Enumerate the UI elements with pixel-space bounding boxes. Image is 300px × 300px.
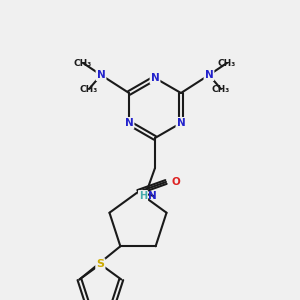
Text: N: N — [97, 70, 105, 80]
Text: S: S — [96, 259, 104, 269]
Text: N: N — [205, 70, 213, 80]
Text: CH₃: CH₃ — [218, 58, 236, 68]
Text: CH₃: CH₃ — [80, 85, 98, 94]
Text: CH₃: CH₃ — [212, 85, 230, 94]
Text: O: O — [172, 177, 180, 187]
Text: N: N — [177, 118, 185, 128]
Text: N: N — [148, 191, 156, 201]
Text: CH₃: CH₃ — [74, 58, 92, 68]
Text: N: N — [124, 118, 134, 128]
Text: N: N — [151, 73, 159, 83]
Text: H: H — [139, 191, 147, 201]
